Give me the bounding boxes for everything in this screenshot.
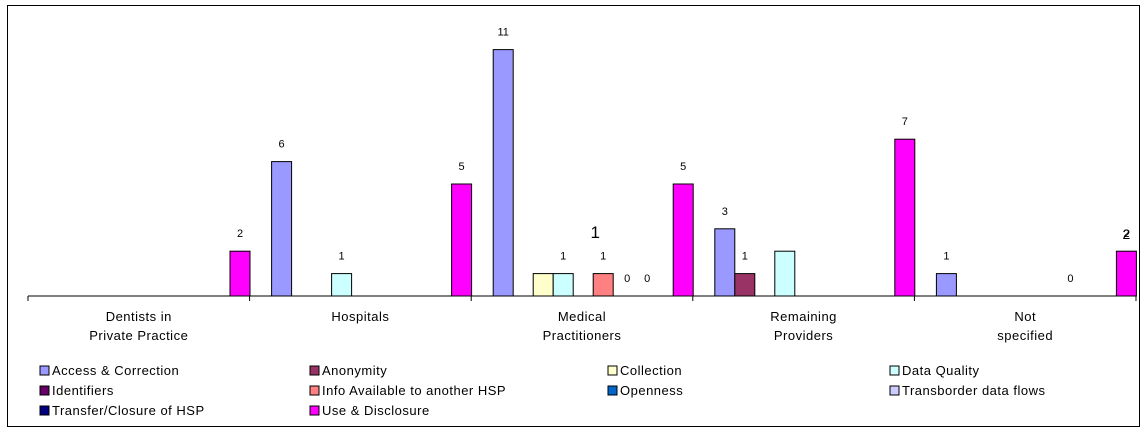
legend-swatch xyxy=(309,405,320,416)
legend-label: Info Available to another HSP xyxy=(322,383,506,398)
bar xyxy=(229,250,251,297)
data-label: 3 xyxy=(722,206,728,218)
legend-swatch xyxy=(39,365,50,376)
bar xyxy=(492,49,514,297)
legend-swatch xyxy=(607,365,618,376)
x-tick-label: Not xyxy=(1014,309,1036,324)
bar xyxy=(331,273,353,297)
legend-swatch xyxy=(39,405,50,416)
legend-label: Use & Disclosure xyxy=(322,403,430,418)
chart-frame: Dentists in Private Practice Hospitals Medi… xyxy=(7,5,1140,427)
x-tick-label: Hospitals xyxy=(331,309,389,324)
legend-swatch xyxy=(607,385,618,396)
data-label: 7 xyxy=(902,116,908,128)
x-tick-label: Providers xyxy=(774,328,833,343)
bar xyxy=(734,273,756,297)
bar xyxy=(451,183,473,297)
bar-chart: Dentists in Private Practice Hospitals Medi… xyxy=(27,27,1137,418)
data-label: 5 xyxy=(680,161,686,173)
bar xyxy=(271,161,293,297)
legend-swatch xyxy=(309,385,320,396)
data-label: 0 xyxy=(644,273,650,285)
legend-label: Transborder data flows xyxy=(902,383,1045,398)
legend-label: Access & Correction xyxy=(52,363,179,378)
legend-label: Anonymity xyxy=(322,363,387,378)
bar xyxy=(532,273,554,297)
bar xyxy=(894,138,916,297)
data-label: 1 xyxy=(560,251,566,263)
data-label: 1 xyxy=(590,223,599,242)
legend-label: Data Quality xyxy=(902,363,980,378)
bar xyxy=(1115,250,1137,297)
legend-label: Openness xyxy=(620,383,683,398)
x-tick-label: Dentists in xyxy=(106,309,172,324)
bar xyxy=(935,273,957,297)
legend-swatch xyxy=(889,365,900,376)
data-label: 0 xyxy=(1067,273,1073,285)
x-tick-label: Private Practice xyxy=(89,328,188,343)
x-tick-label: Practitioners xyxy=(543,328,622,343)
x-tick-label: Remaining xyxy=(770,309,837,324)
legend-label: Collection xyxy=(620,363,682,378)
data-label: 1 xyxy=(943,251,949,263)
bar xyxy=(592,273,614,297)
data-label: 6 xyxy=(279,139,285,151)
bar xyxy=(714,228,736,297)
legend-swatch xyxy=(39,385,50,396)
data-label: 1 xyxy=(742,251,748,263)
bar xyxy=(672,183,694,297)
legend-label: Transfer/Closure of HSP xyxy=(52,403,205,418)
bar xyxy=(774,250,796,297)
x-tick-label: Medical xyxy=(558,309,606,324)
data-label: 2 xyxy=(1123,226,1131,242)
data-label: 5 xyxy=(459,161,465,173)
data-label: 0 xyxy=(624,273,630,285)
bar xyxy=(552,273,574,297)
legend-swatch xyxy=(309,365,320,376)
data-label: 2 xyxy=(1123,228,1129,240)
x-tick-label: specified xyxy=(997,328,1053,343)
data-label: 1 xyxy=(600,251,606,263)
data-label: 1 xyxy=(339,251,345,263)
legend-label: Identifiers xyxy=(52,383,114,398)
data-label: 11 xyxy=(497,27,508,39)
data-label: 2 xyxy=(237,228,243,240)
legend-swatch xyxy=(889,385,900,396)
